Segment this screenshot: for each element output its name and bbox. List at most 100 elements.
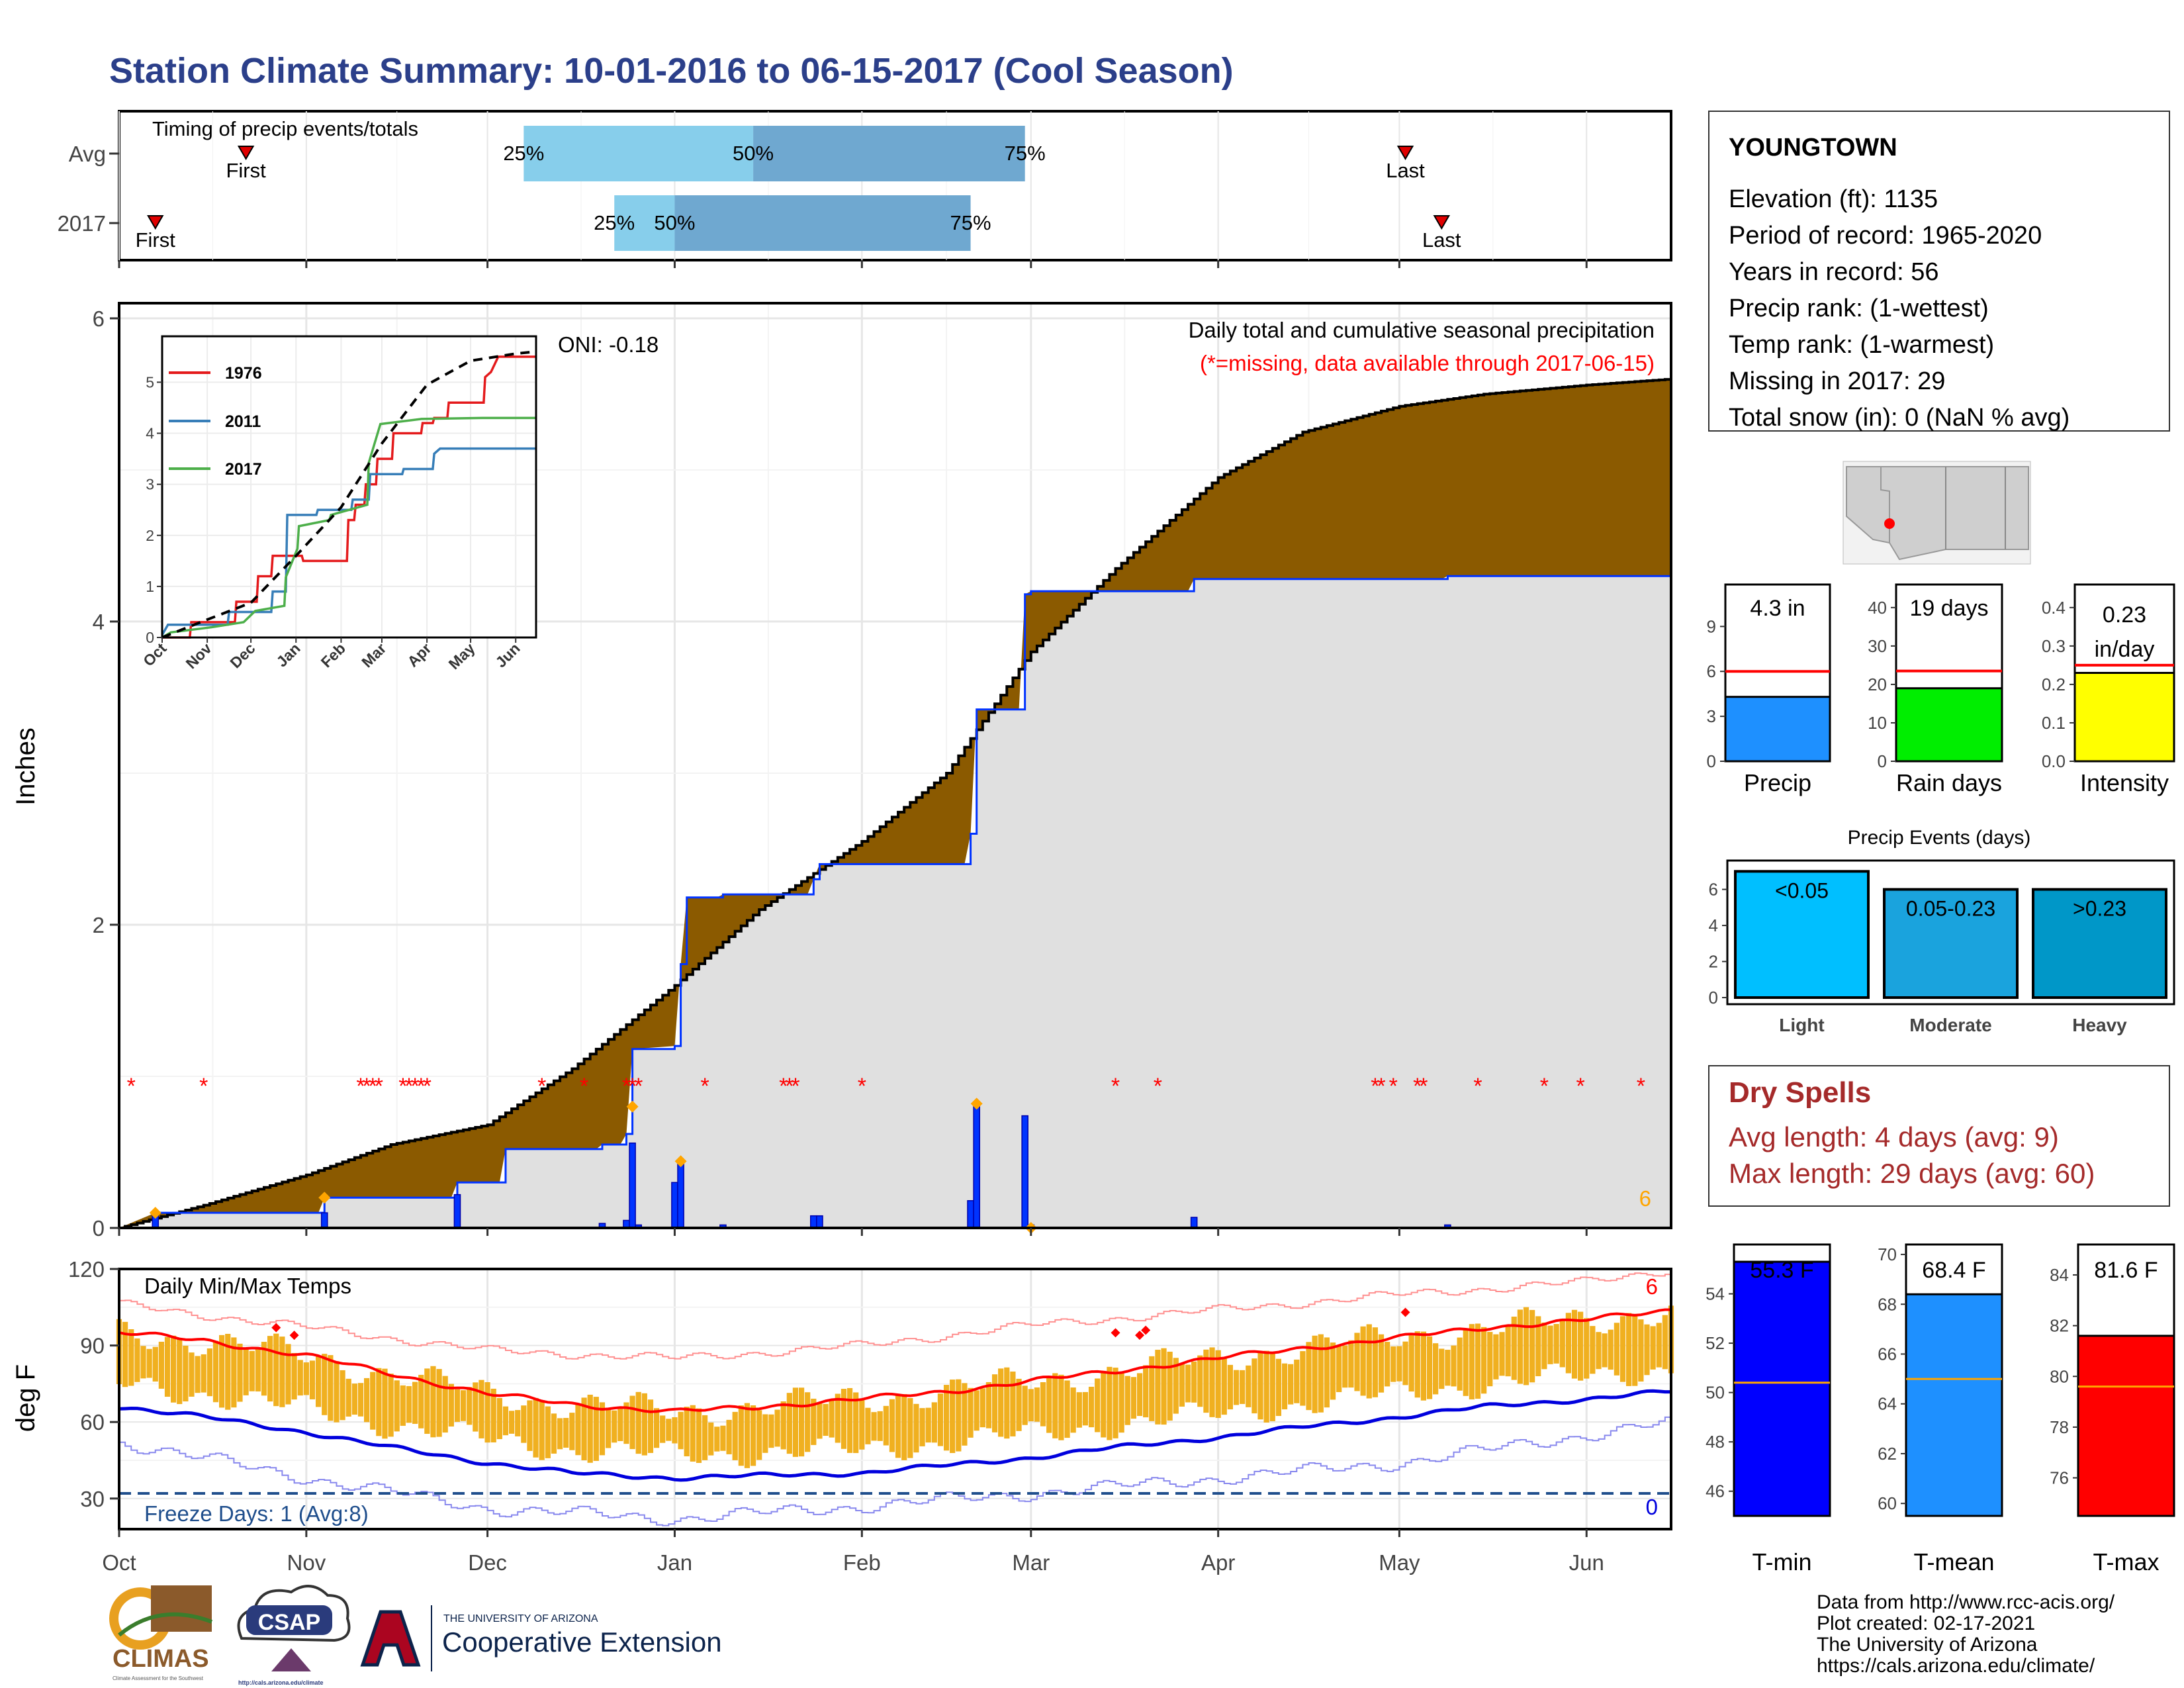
daily-temp-bar (768, 1414, 774, 1448)
station-line: Years in record: 56 (1729, 258, 1939, 286)
daily-temp-bar (1596, 1332, 1602, 1370)
daily-temp-bar (823, 1403, 829, 1436)
daily-temp-bar (1656, 1323, 1662, 1368)
daily-temp-bar (732, 1411, 738, 1460)
daily-temp-bar (1608, 1329, 1614, 1370)
daily-temp-bar (1330, 1342, 1336, 1400)
daily-temp-bar (430, 1366, 436, 1438)
daily-temp-bar (1070, 1387, 1076, 1433)
missing-day-marker: * (791, 1074, 799, 1099)
intensity-y-tick-label: 0.0 (2042, 751, 2066, 771)
daily-temp-bar (309, 1360, 316, 1399)
timing-label: Timing of precip events/totals (152, 117, 418, 140)
inset-x-tick-label: Feb (318, 639, 349, 671)
daily-temp-bar (291, 1352, 297, 1400)
daily-temp-bar (1505, 1325, 1511, 1377)
inset-y-tick-label: 3 (146, 476, 154, 493)
missing-day-marker: * (423, 1074, 432, 1099)
daily-temp-bar (1499, 1332, 1505, 1376)
daily-temp-bar (557, 1418, 563, 1450)
record-max-line (119, 1271, 1672, 1360)
daily-temp-bar (720, 1425, 726, 1451)
precip-events-y-tick-label: 2 (1709, 952, 1718, 972)
daily-temp-bar (635, 1391, 641, 1454)
csap-url: http://cals.arizona.edu/climate (238, 1679, 324, 1686)
daily-temp-bar (1263, 1350, 1269, 1423)
daily-temp-bar (382, 1368, 388, 1439)
daily-temp-bar (575, 1404, 581, 1456)
month-x-tick-label: Jun (1569, 1550, 1604, 1575)
daily-precip-bar (677, 1164, 684, 1229)
missing-day-marker: * (1389, 1074, 1398, 1099)
daily-temp-bar (297, 1360, 303, 1396)
observed-cumulative-line (119, 575, 1671, 1229)
daily-temp-bar (454, 1389, 461, 1422)
daily-temp-bar (406, 1385, 412, 1423)
tmax-y-tick-label: 82 (2050, 1316, 2069, 1336)
observed-cumulative-fill (119, 576, 1671, 1228)
wettest-day-marker (149, 1207, 161, 1219)
daily-temp-bar (1179, 1363, 1185, 1407)
precip-event-bar-light (1734, 870, 1870, 1000)
daily-temp-bar (1167, 1351, 1173, 1421)
daily-temp-bar (1457, 1337, 1463, 1391)
daily-temp-bar (243, 1349, 249, 1395)
missing-day-marker: * (785, 1074, 794, 1099)
daily-temp-bar (158, 1341, 164, 1389)
station-line: Temp rank: (1-warmest) (1729, 331, 1994, 359)
daily-temp-bar (177, 1338, 183, 1405)
daily-temp-bar (527, 1400, 533, 1451)
daily-temp-bar (1360, 1326, 1366, 1396)
daily-temp-bar (865, 1407, 871, 1444)
daily-temp-bar (1143, 1365, 1149, 1418)
state-outlines (1846, 466, 2029, 561)
ua-block-a-icon (360, 1610, 421, 1667)
daily-temp-bar (1240, 1370, 1246, 1404)
tmean-y-tick-label: 70 (1878, 1244, 1897, 1264)
missing-day-marker: * (1540, 1074, 1549, 1099)
timing-row-label: 2017 (58, 211, 106, 236)
daily-temp-bar (1626, 1313, 1632, 1386)
daily-temp-bar (400, 1385, 406, 1426)
daily-temp-bar (792, 1387, 799, 1457)
daily-temp-bar (1155, 1350, 1161, 1425)
rain-days-y-tick-label: 20 (1868, 675, 1887, 694)
daily-temp-bar (901, 1394, 907, 1460)
precip-event-bar-moderate (1883, 888, 2019, 1000)
missing-day-marker: * (700, 1074, 709, 1099)
temp-y-tick-label: 30 (80, 1487, 105, 1511)
daily-temp-bar (1517, 1309, 1523, 1384)
avg-max-temp-line (118, 1308, 1672, 1413)
legend-label-2011: 2011 (225, 412, 261, 431)
station-location-dot (1884, 518, 1895, 529)
daily-temp-bar (1632, 1314, 1638, 1386)
precip-total-bar (1724, 696, 1831, 763)
daily-temp-bar (798, 1387, 805, 1457)
daily-temp-bar (991, 1374, 998, 1432)
daily-temp-bar (189, 1352, 195, 1397)
missing-day-marker: * (858, 1074, 866, 1099)
daily-temp-bar (666, 1419, 672, 1441)
daily-temp-bar (1553, 1324, 1559, 1364)
intensity-y-tick-label: 0.3 (2042, 636, 2066, 656)
dry-spells-avg: Avg length: 4 days (avg: 9) (1729, 1121, 2059, 1152)
missing-day-marker: * (634, 1074, 643, 1099)
month-x-tick-label: Mar (1012, 1550, 1050, 1575)
daily-temp-bar (1559, 1319, 1565, 1368)
daily-temp-bar (937, 1393, 944, 1446)
daily-temp-bar (690, 1405, 696, 1462)
daily-temp-bar (1022, 1385, 1028, 1425)
daily-temp-bar (1366, 1324, 1372, 1399)
daily-temp-bar (412, 1382, 418, 1424)
temp-y-tick-label: 90 (80, 1334, 105, 1358)
missing-day-marker: * (1154, 1074, 1162, 1099)
daily-temp-bar (322, 1354, 328, 1415)
daily-temp-bar (708, 1422, 714, 1456)
daily-temp-bar (1161, 1348, 1167, 1425)
daily-precip-bar (1021, 1115, 1028, 1229)
intensity-x-label: Intensity (2080, 769, 2169, 796)
legend-label-2017: 2017 (225, 460, 262, 479)
tmax-y-tick-label: 84 (2050, 1265, 2069, 1285)
precip-chart-title: Daily total and cumulative seasonal prec… (1189, 318, 1655, 342)
missing-day-marker: * (375, 1074, 383, 1099)
